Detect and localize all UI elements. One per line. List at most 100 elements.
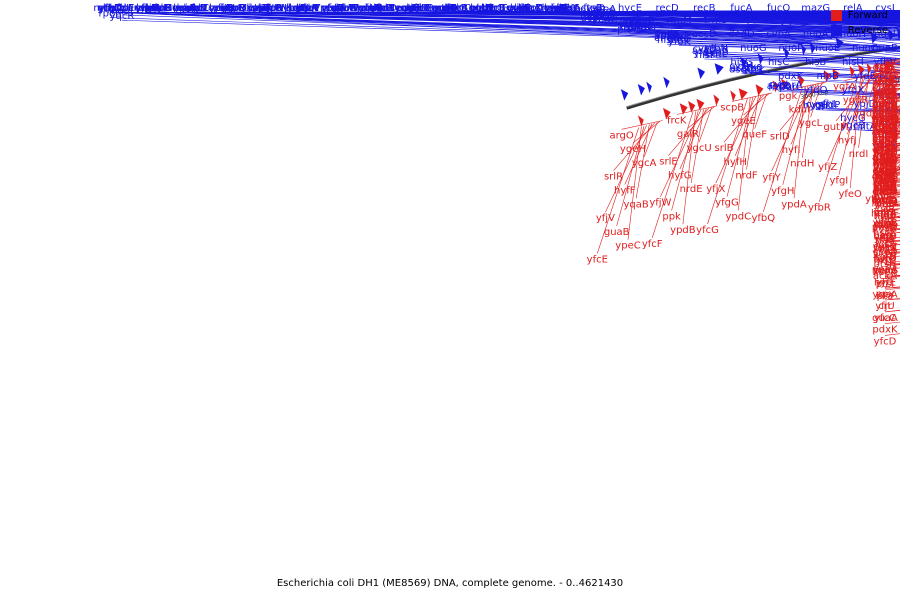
reverse-gene-label: yfcO [408, 3, 431, 14]
reverse-gene-mark [870, 31, 879, 44]
reverse-gene-label: eutE [631, 21, 654, 32]
reverse-gene-label: ptsI [435, 3, 453, 14]
reverse-gene-label: accD [692, 29, 717, 40]
reverse-gene-label: exo [745, 62, 763, 73]
forward-gene-label: ygcU [687, 143, 712, 154]
kbp-tick-label: 2950 kbp [884, 75, 900, 86]
forward-gene-label: mltA [873, 219, 896, 230]
forward-gene-label: yfaA [874, 181, 897, 192]
reverse-gene-label: glyA [508, 3, 530, 14]
reverse-gene-label: hycC [518, 3, 543, 14]
reverse-gene-label: norV [296, 3, 320, 14]
reverse-gene-label: hemF [542, 3, 570, 14]
forward-gene-label: ygfK [874, 96, 897, 107]
forward-gene-label: ypfN [873, 155, 896, 166]
reverse-gene-label: yfcP [334, 3, 355, 14]
reverse-gene-label: eutA [433, 3, 456, 14]
forward-gene-label: ygcA [632, 158, 657, 169]
forward-gene-label: nrdE [680, 184, 703, 195]
gene-arrow-marks [620, 27, 900, 127]
forward-gene-label: hyuA [872, 138, 898, 149]
forward-gene-label: ygdR [843, 95, 869, 106]
forward-gene-label: gabP [873, 187, 898, 198]
forward-gene-label: yfdF [874, 172, 896, 183]
legend-forward: Forward [830, 8, 888, 23]
reverse-gene-label: mltA [853, 121, 876, 132]
forward-gene-label: ygaM [871, 113, 898, 124]
reverse-gene-label: ygbT [295, 3, 321, 14]
forward-gene-label: ygcV [873, 180, 898, 191]
reverse-gene-label: ptrA [359, 3, 380, 14]
forward-gene-label: ygaP [873, 130, 897, 141]
forward-gene-line [793, 85, 806, 199]
reverse-gene-label: ypjD [854, 99, 877, 110]
reverse-gene-label: purN [469, 3, 493, 14]
forward-gene-line [884, 79, 900, 87]
forward-gene-line [621, 120, 663, 130]
reverse-gene-label: yfbU [110, 3, 133, 14]
forward-gene-line [698, 107, 712, 143]
reverse-gene-label: hycH [803, 101, 828, 112]
reverse-gene-line [592, 16, 900, 28]
reverse-gene-label: yqcE [507, 3, 531, 14]
figure-caption: Escherichia coli DH1 (ME8569) DNA, compl… [276, 578, 624, 589]
reverse-gene-label: upp [398, 3, 417, 14]
forward-gene-label: yfjZ [818, 162, 837, 173]
reverse-gene-label: ligA [286, 3, 305, 14]
forward-gene-label: hypB [872, 115, 898, 126]
forward-gene-label: hcaE [873, 153, 897, 164]
reverse-gene-label: elaA [297, 3, 319, 14]
reverse-gene-label: ptsP [248, 3, 270, 14]
reverse-gene-label: cysD [581, 3, 606, 14]
forward-gene-label: ypfM [873, 153, 897, 164]
reverse-gene-label: hisF [657, 35, 677, 46]
forward-gene-label: ygaQ [872, 141, 898, 152]
forward-gene-label: cysN [873, 242, 897, 253]
forward-gene-label: srlR [604, 172, 623, 183]
forward-gene-label: hypC [872, 124, 898, 135]
forward-gene-label: xdhD [872, 71, 899, 82]
reverse-gene-label: hisA [619, 22, 640, 33]
forward-gene-label: ptsI [876, 279, 894, 290]
forward-gene-label: yfbQ [751, 213, 775, 224]
reverse-gene-line [109, 17, 812, 43]
reverse-gene-line [667, 39, 900, 50]
forward-gene-line [754, 94, 767, 129]
forward-gene-label: kgtP [874, 147, 896, 158]
reverse-gene-label: ascB [767, 81, 791, 92]
reverse-gene-label: ascG [692, 46, 717, 57]
reverse-gene-label: gcvR [172, 3, 197, 14]
reverse-gene-label: hypF [873, 113, 898, 124]
forward-gene-line [627, 126, 642, 240]
reverse-gene-label: ppK [875, 99, 895, 110]
reverse-gene-label: yfeH [618, 20, 641, 31]
forward-gene-label: ygcP [873, 162, 897, 173]
forward-gene-label: ygcM [872, 96, 898, 107]
forward-gene-label: kduI [789, 105, 810, 116]
reverse-gene-label: ygaU [258, 3, 284, 14]
reverse-gene-line [704, 52, 900, 62]
forward-gene-label: ypeC [615, 241, 640, 252]
reverse-gene-label: yfgO [321, 3, 345, 14]
reverse-gene-label: ygcQ [221, 3, 247, 14]
reverse-gene-lines [109, 10, 900, 151]
reverse-gene-label: araE [173, 3, 196, 14]
reverse-gene-label: purC [556, 3, 580, 14]
forward-gene-mark [823, 70, 831, 82]
forward-gene-line [738, 97, 751, 211]
forward-gene-line [732, 92, 772, 102]
reverse-gene-label: recB [693, 3, 716, 14]
forward-gene-label: ygeT [873, 242, 898, 253]
reverse-gene-line [121, 14, 815, 42]
reverse-gene-label: yqaB [629, 16, 654, 27]
forward-gene-label: elaC [874, 178, 896, 189]
forward-gene-line [858, 74, 870, 148]
reverse-gene-label: ypeB [209, 3, 234, 14]
forward-gene-label: hyfC [874, 231, 897, 242]
reverse-gene-line [592, 13, 900, 27]
reverse-gene-label: ygbM [331, 3, 358, 14]
reverse-gene-line [629, 33, 900, 41]
forward-gene-mark [755, 84, 764, 96]
reverse-gene-label: ndk [546, 3, 565, 14]
reverse-gene-label: ispG [222, 3, 244, 14]
